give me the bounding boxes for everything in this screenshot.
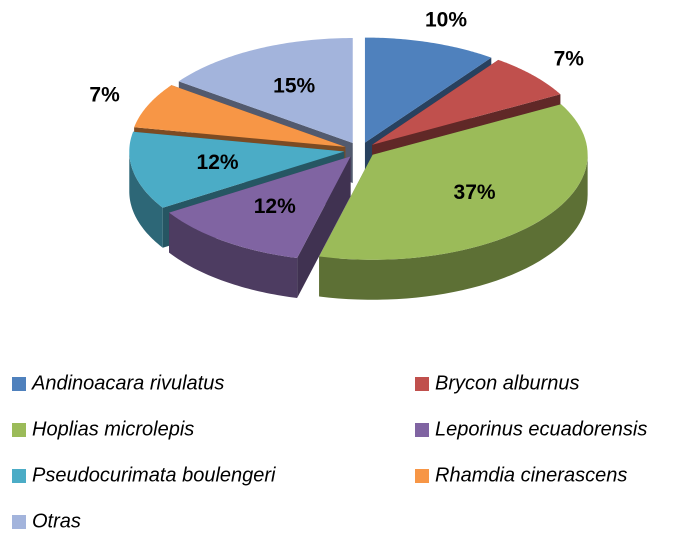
slice-rim (129, 151, 163, 248)
slice-rim (169, 212, 298, 299)
legend-swatch (12, 515, 26, 529)
slice-top (134, 85, 346, 147)
value-label: 37% (454, 181, 496, 204)
slice-top (169, 156, 351, 259)
legend-label: Otras (32, 510, 81, 532)
slice-rim (319, 154, 588, 300)
legend-label: Pseudocurimata boulengeri (32, 464, 276, 486)
legend-swatch (12, 423, 26, 437)
value-label: 12% (197, 151, 239, 174)
slice-top (364, 37, 492, 143)
slice-top (129, 131, 345, 208)
value-label: 7% (89, 84, 120, 107)
legend-swatch (12, 469, 26, 483)
value-label: 12% (254, 195, 296, 218)
slice-top (319, 104, 588, 260)
legend-label: Rhamdia cinerascens (435, 464, 627, 486)
legend-label: Brycon alburnus (435, 372, 580, 394)
slice-top (178, 38, 353, 144)
value-label: 15% (273, 74, 315, 97)
value-label: 7% (554, 48, 585, 71)
slice-top (372, 59, 561, 145)
legend-swatch (12, 377, 26, 391)
value-label: 10% (425, 8, 467, 31)
slice (319, 104, 588, 300)
legend-label: Hoplias microlepis (32, 418, 194, 440)
legend-swatch (415, 469, 429, 483)
slice (169, 156, 351, 299)
legend-swatch (415, 377, 429, 391)
legend-label: Leporinus ecuadorensis (435, 418, 647, 440)
legend-label: Andinoacara rivulatus (31, 372, 224, 394)
legend-swatch (415, 423, 429, 437)
